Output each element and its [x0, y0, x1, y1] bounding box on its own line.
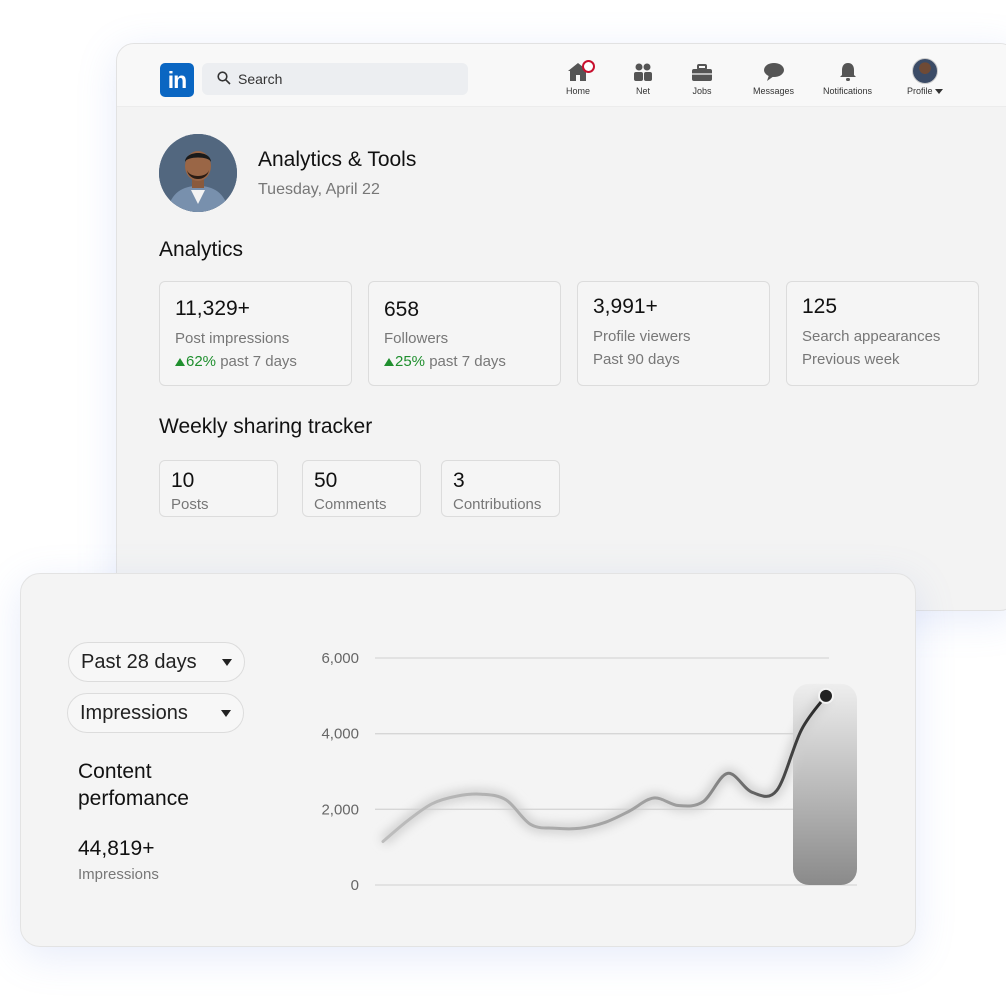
- chevron-down-icon: [935, 89, 944, 95]
- search-placeholder: Search: [238, 71, 283, 87]
- bell-icon: [838, 62, 858, 84]
- page-title: Analytics & Tools: [258, 148, 417, 171]
- performance-value-label: Impressions: [78, 866, 159, 883]
- network-icon: [633, 62, 653, 84]
- notification-dot: [582, 60, 595, 73]
- tracker-card-comments[interactable]: 50 Comments: [302, 460, 421, 517]
- nav-messages-label: Messages: [753, 86, 795, 96]
- current-value-point[interactable]: [818, 687, 834, 704]
- stat-value: 125: [802, 295, 838, 318]
- trend-value: 25%: [395, 353, 426, 370]
- tracker-label: Posts: [171, 496, 209, 513]
- y-tick-label: 6,000: [321, 650, 359, 667]
- stat-label: Profile viewers: [593, 328, 691, 345]
- nav-messages[interactable]: Messages: [753, 60, 794, 96]
- stat-card-search-appearances[interactable]: 125 Search appearances Previous week: [786, 281, 979, 386]
- linkedin-logo[interactable]: in: [160, 63, 194, 97]
- metric-select-value: Impressions: [80, 702, 188, 724]
- stat-sub: 25% past 7 days: [384, 353, 506, 370]
- nav-home-label: Home: [566, 86, 591, 96]
- tracker-value: 50: [314, 469, 338, 492]
- stat-label: Followers: [384, 330, 449, 347]
- trend-period: past 7 days: [216, 353, 297, 370]
- page-date: Tuesday, April 22: [258, 181, 380, 198]
- nav-jobs[interactable]: Jobs: [691, 60, 713, 96]
- profile-photo: [159, 134, 237, 212]
- stat-sub: Previous week: [802, 351, 900, 368]
- performance-value: 44,819+: [78, 837, 155, 860]
- y-tick-label: 4,000: [321, 726, 359, 743]
- stat-label: Post impressions: [175, 330, 290, 347]
- nav-notifications[interactable]: Notifications: [823, 60, 872, 96]
- series-line: [381, 694, 828, 843]
- briefcase-icon: [691, 64, 713, 84]
- range-select[interactable]: Past 28 days: [68, 642, 245, 682]
- chevron-down-icon: [222, 659, 232, 666]
- main-window: in Search Home Net: [116, 43, 1006, 611]
- tracker-card-posts[interactable]: 10 Posts: [159, 460, 278, 517]
- stat-sub: 62% past 7 days: [175, 353, 297, 370]
- stat-value: 11,329+: [175, 297, 250, 320]
- chevron-down-icon: [221, 710, 231, 717]
- tracker-value: 10: [171, 469, 195, 492]
- nav-home[interactable]: Home: [566, 60, 595, 96]
- trend-value: 62%: [186, 353, 217, 370]
- search-icon: [217, 71, 231, 90]
- profile-label-text: Profile: [907, 86, 933, 96]
- stat-label: Search appearances: [802, 328, 941, 345]
- nav-network[interactable]: Net: [633, 60, 653, 96]
- search-input[interactable]: Search: [202, 63, 468, 95]
- range-select-value: Past 28 days: [81, 651, 197, 673]
- avatar: [912, 58, 939, 84]
- stat-sub: Past 90 days: [593, 351, 680, 368]
- highlight-bar: [793, 683, 857, 885]
- nav-jobs-label: Jobs: [692, 86, 712, 96]
- stat-value: 658: [384, 298, 420, 321]
- series-line-shadow: [379, 692, 831, 846]
- message-icon: [763, 62, 785, 84]
- nav-network-label: Net: [635, 86, 650, 96]
- trend-period: past 7 days: [425, 353, 506, 370]
- top-navigation-bar: in Search Home Net: [117, 44, 1006, 107]
- stat-card-profile-viewers[interactable]: 3,991+ Profile viewers Past 90 days: [577, 281, 770, 386]
- tracker-label: Contributions: [453, 496, 542, 513]
- trend-up-icon: [384, 358, 394, 366]
- tracker-label: Comments: [314, 496, 387, 513]
- home-icon: [567, 60, 595, 84]
- stat-card-followers[interactable]: 658 Followers 25% past 7 days: [368, 281, 561, 386]
- y-tick-label: 0: [351, 877, 359, 894]
- y-tick-label: 2,000: [321, 801, 359, 818]
- impressions-line-chart: 6,000 4,000 2,000 0: [321, 650, 857, 894]
- metric-select[interactable]: Impressions: [67, 693, 244, 733]
- stat-card-impressions[interactable]: 11,329+ Post impressions 62% past 7 days: [159, 281, 352, 386]
- stat-value: 3,991+: [593, 295, 658, 318]
- nav-profile-label: Profile: [907, 86, 944, 96]
- performance-title: Content perfomance: [78, 760, 189, 810]
- tracker-value: 3: [453, 469, 465, 492]
- trend-up-icon: [175, 358, 185, 366]
- analytics-heading: Analytics: [159, 238, 244, 261]
- tracker-card-contributions[interactable]: 3 Contributions: [441, 460, 560, 517]
- nav-profile[interactable]: Profile: [907, 58, 944, 96]
- content-performance-panel: Past 28 days Impressions Content perfoma…: [20, 573, 916, 947]
- nav-notifications-label: Notifications: [823, 86, 873, 96]
- tracker-heading: Weekly sharing tracker: [159, 415, 373, 438]
